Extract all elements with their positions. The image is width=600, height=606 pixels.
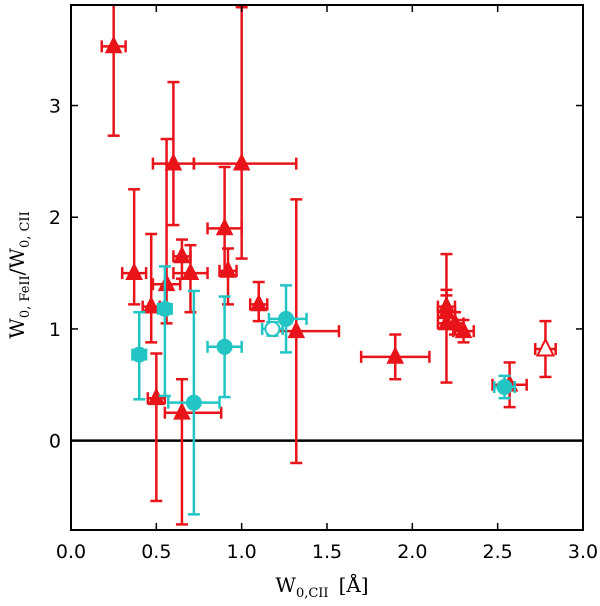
open-circle-point <box>260 320 284 337</box>
y-tick-label: 2 <box>49 207 61 229</box>
triangles-point <box>192 5 298 260</box>
x-axis-label-unit: [Å] <box>339 572 369 597</box>
circles-point <box>493 374 516 400</box>
circle-marker <box>496 379 513 396</box>
x-tick-label: 1.5 <box>312 541 342 563</box>
triangle-marker <box>157 273 176 292</box>
triangle-marker <box>104 35 123 54</box>
triangles-point <box>452 318 476 344</box>
y-axis-label: W0, FeII/W0, CII <box>5 211 33 338</box>
x-tick-label: 2.5 <box>483 541 513 563</box>
circles-point <box>267 284 308 354</box>
triangles-point <box>141 232 161 344</box>
axis-ticks-layer: 0.0 0.5 1.0 1.5 2.0 2.5 3.0 0 1 2 3 <box>49 5 598 563</box>
triangle-marker <box>454 320 473 339</box>
y-axis-label-subscript-1: 0, FeII <box>18 275 33 318</box>
triangle-marker <box>173 245 191 264</box>
triangles-point <box>100 5 127 137</box>
triangles-point <box>248 280 269 323</box>
y-axis-label-slash: /W <box>5 248 29 276</box>
triangle-marker <box>215 217 234 236</box>
triangles-point <box>218 247 238 306</box>
triangle-marker <box>287 320 306 339</box>
triangle-marker <box>386 346 405 364</box>
x-tick-label: 1.0 <box>227 541 257 563</box>
triangles-point <box>120 188 148 306</box>
open-triangle-point <box>533 319 557 379</box>
x-axis-label-subscript: 0,CII <box>296 586 329 601</box>
triangle-marker <box>219 260 237 278</box>
y-axis-label-subscript-2: 0, CII <box>18 211 33 248</box>
triangles-point <box>206 165 243 275</box>
triangle-marker <box>446 312 464 331</box>
triangle-marker <box>232 152 251 171</box>
triangle-marker <box>142 295 161 314</box>
triangle-marker <box>249 293 268 312</box>
triangle-marker <box>181 262 200 280</box>
y-axis-label-main: W <box>5 318 29 339</box>
circles-point <box>167 289 221 516</box>
circle-marker <box>156 300 173 317</box>
x-axis-label-main: W <box>275 573 296 597</box>
x-axis-label: W0,CII [Å] <box>275 572 368 601</box>
circle-marker <box>216 338 233 355</box>
x-tick-label: 3.0 <box>568 541 598 563</box>
triangle-marker <box>125 262 143 280</box>
y-tick-label: 1 <box>49 319 61 341</box>
triangles-point <box>146 352 167 503</box>
triangle-marker <box>164 152 183 171</box>
circle-marker <box>278 310 295 327</box>
x-tick-label: 2.0 <box>397 541 427 563</box>
triangles-point <box>151 80 196 227</box>
circles-point <box>131 310 148 401</box>
circle-marker <box>185 394 202 411</box>
open-circle-marker <box>264 320 281 337</box>
open-triangle-marker <box>535 337 556 357</box>
x-tick-label: 0.0 <box>56 541 86 563</box>
triangles-point <box>151 137 182 325</box>
y-tick-label: 0 <box>49 431 61 453</box>
data-points-layer <box>100 5 557 526</box>
circles-point <box>206 295 243 399</box>
y-tick-label: 3 <box>49 96 61 118</box>
triangle-marker <box>173 401 191 420</box>
triangles-point <box>359 333 431 381</box>
x-tick-label: 0.5 <box>141 541 171 563</box>
circle-marker <box>131 346 148 363</box>
plot-frame <box>70 4 584 531</box>
circles-point <box>156 265 173 398</box>
